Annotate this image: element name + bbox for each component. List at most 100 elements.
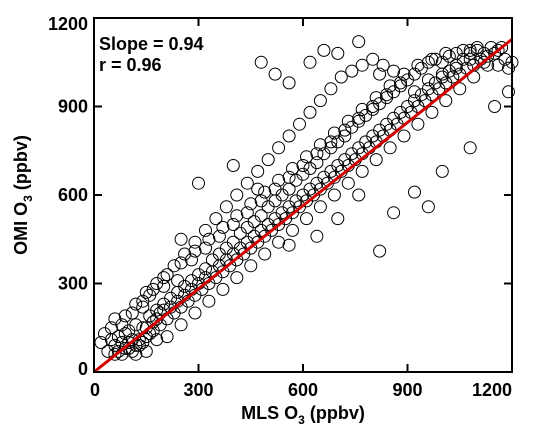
data-point [174, 232, 188, 246]
data-point [331, 212, 345, 226]
data-point [303, 105, 317, 119]
data-point [209, 212, 223, 226]
data-point [254, 209, 268, 223]
data-point [425, 105, 439, 119]
data-point [334, 70, 348, 84]
data-point [282, 76, 296, 90]
data-point [136, 300, 150, 314]
data-point [171, 274, 185, 288]
data-point [463, 43, 477, 57]
data-point [313, 138, 327, 152]
y-axis-title: OMI O3 (ppbv) [11, 135, 35, 255]
data-point [282, 238, 296, 252]
x-tick-label: 1200 [472, 380, 512, 400]
data-point [282, 129, 296, 143]
data-point [408, 85, 421, 99]
data-point [421, 73, 435, 87]
data-point [226, 159, 240, 172]
data-point [300, 150, 313, 164]
data-point [387, 64, 401, 78]
data-point [251, 182, 265, 196]
data-point [300, 212, 313, 226]
data-point [366, 100, 380, 113]
data-point [122, 336, 136, 349]
data-point [373, 244, 387, 258]
data-point [408, 185, 421, 199]
data-point [254, 194, 268, 208]
data-point [199, 241, 212, 255]
data-point [373, 67, 387, 81]
data-point [502, 85, 515, 99]
data-point [244, 197, 258, 211]
data-point [157, 279, 171, 293]
data-point [380, 88, 394, 102]
data-point [125, 306, 139, 320]
data-point [495, 41, 509, 54]
data-point [258, 247, 272, 261]
fit-line [93, 38, 513, 374]
data-point [338, 123, 352, 137]
data-point [491, 43, 505, 57]
data-point [129, 318, 143, 332]
annotation-r: r = 0.96 [99, 55, 162, 75]
data-point [216, 220, 230, 234]
data-point [313, 200, 327, 214]
data-point [352, 188, 366, 202]
data-point [199, 223, 212, 237]
y-axis: 0 300 600 900 1200 [48, 14, 512, 379]
data-point [188, 306, 202, 320]
data-point [108, 312, 122, 326]
data-point [366, 52, 380, 66]
data-point [272, 235, 286, 249]
data-point [397, 67, 411, 81]
data-point [272, 141, 286, 155]
data-point [174, 318, 188, 332]
data-point [369, 153, 383, 167]
data-point [341, 176, 355, 190]
data-point [136, 336, 150, 349]
data-point [310, 147, 324, 161]
data-point [383, 79, 397, 93]
data-point [199, 262, 212, 276]
data-point [383, 141, 397, 155]
data-point [352, 35, 366, 49]
data-point [143, 288, 157, 302]
data-point [341, 114, 355, 128]
data-point [111, 344, 125, 358]
data-point [188, 244, 202, 258]
data-point [310, 229, 324, 243]
data-point [216, 282, 230, 296]
data-point [449, 61, 463, 75]
data-point [327, 188, 341, 202]
data-point [293, 117, 306, 131]
data-point [230, 209, 244, 223]
plot-area [94, 18, 512, 372]
data-point [167, 259, 181, 273]
data-point [286, 162, 299, 175]
data-point [261, 153, 275, 167]
data-point [376, 58, 390, 72]
data-point [230, 271, 244, 285]
data-point [244, 259, 258, 273]
data-point [303, 55, 317, 69]
data-point [202, 232, 216, 246]
data-point [160, 268, 174, 282]
data-point [317, 43, 331, 57]
data-point [411, 117, 425, 131]
data-point [192, 176, 205, 190]
data-point [428, 52, 442, 66]
data-point [345, 64, 359, 78]
data-point [338, 129, 352, 143]
data-point [268, 67, 282, 81]
points-layer [94, 35, 519, 361]
y-tick-label: 0 [78, 359, 88, 379]
data-point [118, 309, 132, 323]
data-point [251, 164, 265, 178]
x-tick-label: 900 [392, 380, 422, 400]
data-point [226, 218, 240, 231]
data-point [369, 91, 383, 105]
data-point [355, 102, 369, 116]
data-point [439, 94, 453, 108]
